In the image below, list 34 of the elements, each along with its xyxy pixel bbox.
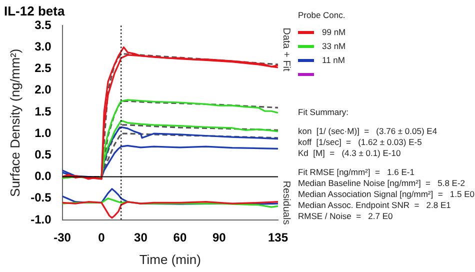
x-tick-label: 60	[173, 230, 187, 245]
y-tick-label: 1.0	[34, 126, 52, 140]
y-tick-label: 2.0	[34, 82, 52, 97]
text: Data + Fit	[280, 28, 292, 72]
y-tick-label: 0.0	[34, 169, 52, 184]
chart-title: IL-12 beta	[4, 3, 66, 18]
legend-label: 11 nM	[322, 55, 345, 65]
x-tick-label: 135	[268, 230, 288, 245]
text: Median Association Signal [ng/mm²] = 1.5 E0	[298, 189, 474, 200]
text: kon [1/ (sec·M)] = (3.76 ± 0.05) E4	[298, 126, 438, 137]
y-axis-title: Surface Density (ng/mm²)	[7, 48, 22, 197]
y-tick-label: 3.0	[34, 40, 52, 54]
x-axis-title: Time (min)	[139, 252, 201, 267]
legend-title: Probe Conc.	[298, 10, 346, 20]
text: Fit RMSE [ng/mm²] = 1.6 E-1	[298, 167, 416, 178]
y-tick-label: 0.5	[34, 148, 52, 162]
text: Median Assoc. Endpoint SNR = 2.8 E1	[298, 200, 452, 211]
x-tick-label: 30	[134, 230, 148, 245]
legend-label: 99 nM	[322, 27, 346, 37]
y-tick-label: -1.0	[30, 212, 52, 226]
y-tick-label: 1.5	[34, 104, 52, 118]
text: Kd [M] = (4.3 ± 0.1) E-10	[298, 148, 402, 159]
legend-label: 33 nM	[322, 41, 346, 51]
text: RMSE / Noise = 2.7 E0	[298, 211, 394, 222]
y-tick-label: 3.5	[34, 18, 52, 32]
x-tick-label: -30	[54, 230, 72, 245]
x-tick-label: 90	[212, 230, 226, 245]
x-tick-label: 0	[98, 230, 106, 245]
y-tick-label: 2.5	[34, 61, 52, 76]
y-tick-label: -0.5	[30, 190, 52, 205]
text: Fit Summary:	[298, 107, 350, 118]
text: koff [1/sec] = (1.62 ± 0.03) E-5	[298, 137, 423, 148]
text: Residuals	[280, 180, 292, 225]
text: Median Baseline Noise [ng/mm²] = 5.8 E-2	[298, 178, 466, 189]
